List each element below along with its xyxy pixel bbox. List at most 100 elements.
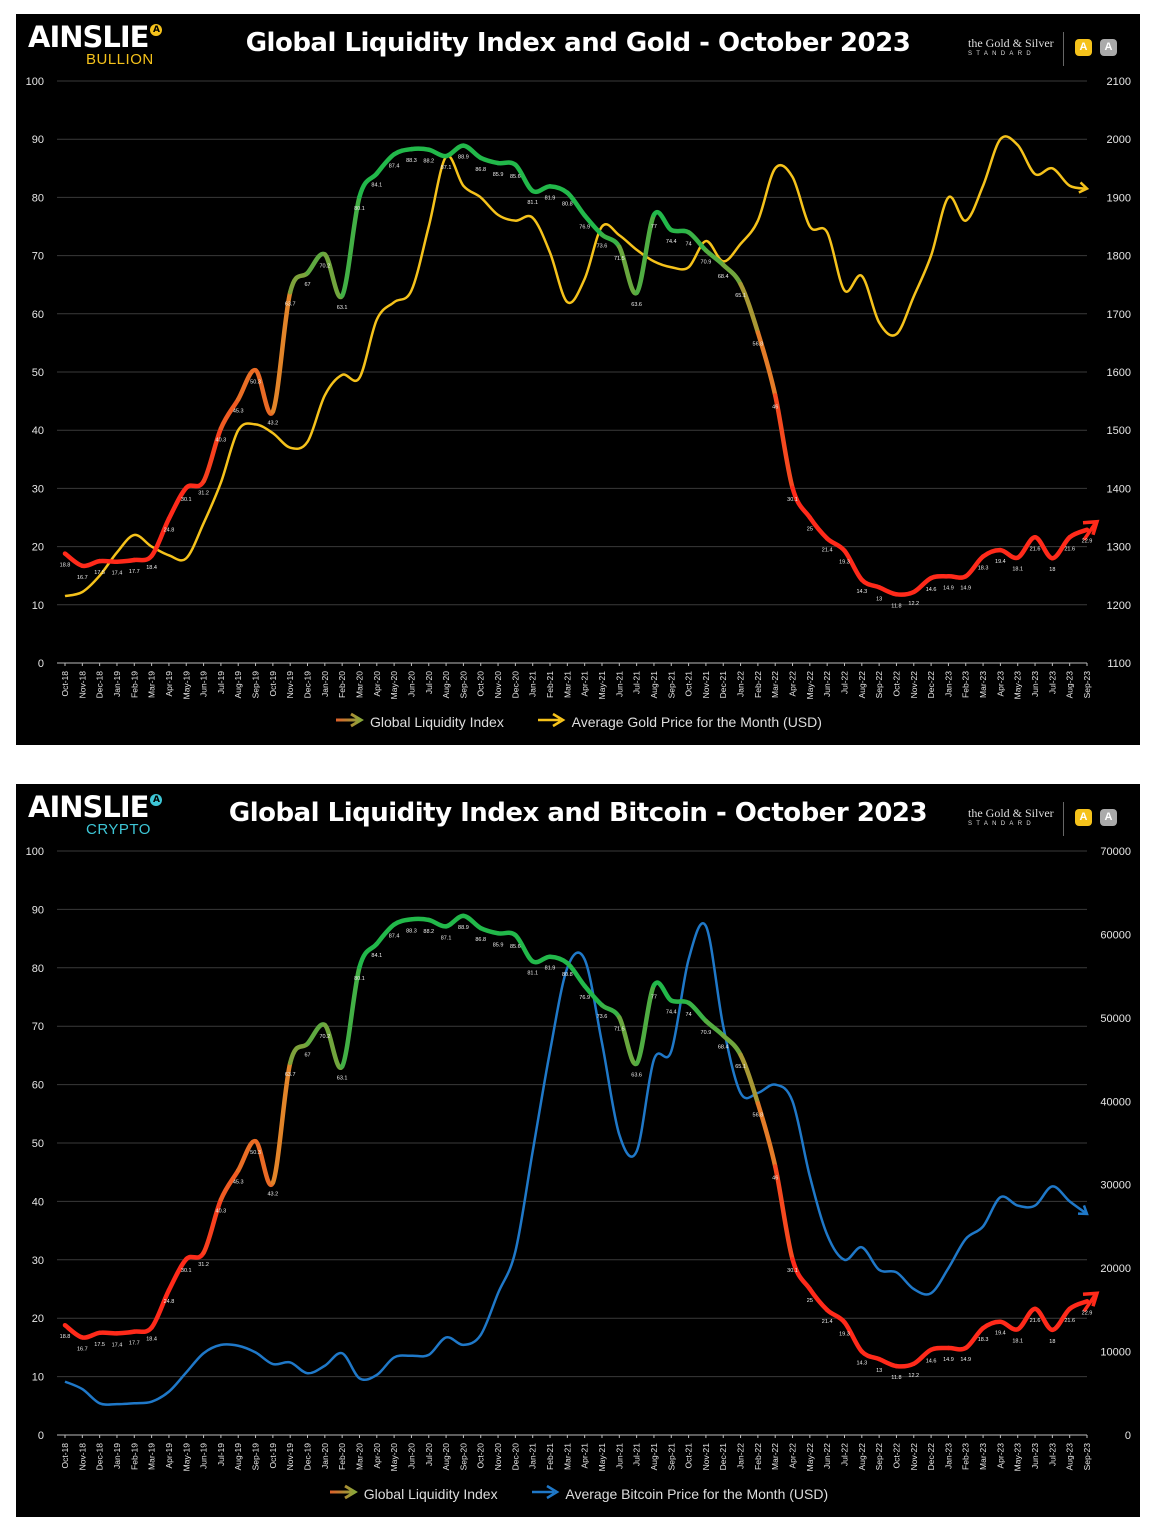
x-axis-tick-label: Feb-21 [545, 1443, 555, 1470]
blue-arrow-icon [530, 1484, 562, 1503]
gli-data-label: 17.4 [112, 571, 123, 577]
x-axis-tick-label: Sep-22 [874, 1443, 884, 1471]
gli-data-label: 45.3 [233, 1179, 244, 1185]
right-axis-tick-label: 2100 [1107, 76, 1131, 88]
gli-line-segment [184, 479, 206, 491]
gli-line-segment [859, 577, 882, 590]
partner-line2: STANDARD [968, 51, 1035, 57]
x-axis-tick-label: Aug-19 [233, 1443, 243, 1471]
gli-data-label: 74 [686, 1012, 692, 1018]
x-axis-tick-label: May-21 [597, 671, 607, 700]
left-axis-tick-label: 50 [32, 1138, 44, 1150]
gli-data-label: 56.8 [753, 1112, 764, 1118]
gli-line-segment [495, 930, 518, 938]
right-axis-tick-label: 70000 [1100, 846, 1131, 858]
gli-data-label: 81.9 [545, 195, 556, 201]
yellow-arrow-icon [536, 712, 568, 731]
x-axis-tick-label: Aug-22 [857, 671, 867, 699]
gli-data-label: 17.5 [94, 1342, 105, 1348]
ainslie-gold-badge-icon: A [1075, 809, 1092, 826]
x-axis-tick-label: Mar-23 [978, 1443, 988, 1470]
x-axis-tick-label: Apr-19 [164, 1443, 174, 1469]
gli-line-segment [253, 1138, 276, 1188]
gli-arrowhead [1082, 519, 1100, 541]
right-axis-tick-label: 0 [1125, 1430, 1131, 1442]
x-axis-tick-label: Sep-19 [251, 671, 261, 699]
x-axis-tick-label: Jul-23 [1047, 1443, 1057, 1466]
gli-line-segment [928, 1345, 951, 1352]
gli-line-segment [669, 227, 691, 235]
gli-data-label: 18 [1049, 1339, 1055, 1345]
gli-data-label: 71.5 [614, 1026, 625, 1032]
gli-data-label: 50.3 [250, 379, 261, 385]
gli-data-label: 67 [304, 282, 310, 288]
gli-data-label: 56.8 [753, 341, 764, 347]
bitcoin-chart-panel: AINSLIE A CRYPTO Global Liquidity Index a… [16, 784, 1140, 1517]
gli-line-segment [894, 1361, 917, 1369]
gli-data-label: 11.8 [891, 603, 901, 609]
gli-line-segment [669, 998, 691, 1006]
x-axis-tick-label: Apr-19 [164, 671, 174, 697]
right-axis-tick-label: 1700 [1107, 309, 1131, 321]
x-axis-tick-label: Jun-19 [199, 671, 209, 697]
gli-line-segment [599, 232, 622, 250]
x-axis-tick-label: Oct-21 [684, 1443, 694, 1469]
gli-data-label: 88.3 [406, 158, 417, 164]
gradient-arrow-icon [328, 1484, 360, 1503]
x-axis-tick-label: Nov-19 [285, 1443, 295, 1471]
gli-data-label: 18.4 [146, 565, 157, 571]
right-axis-tick-label: 1600 [1107, 367, 1131, 379]
gli-line-segment [617, 1015, 639, 1066]
x-axis-tick-label: Sep-21 [666, 671, 676, 699]
x-axis-tick-label: May-22 [805, 671, 815, 700]
x-axis-tick-label: Nov-21 [701, 671, 711, 699]
x-axis-tick-label: Jun-20 [406, 1443, 416, 1469]
gli-data-label: 81.1 [527, 970, 538, 976]
x-axis-tick-label: Jan-19 [112, 1443, 122, 1469]
logo-brand: AINSLIE [28, 20, 149, 54]
gli-data-label: 85.9 [493, 942, 504, 948]
x-axis-tick-label: Sep-21 [666, 1443, 676, 1471]
x-axis-tick-label: Jan-20 [320, 671, 330, 697]
gli-data-label: 73.6 [597, 244, 608, 250]
left-axis-tick-label: 30 [32, 483, 44, 495]
logo-sub: BULLION [86, 51, 154, 68]
x-axis-tick-label: Oct-19 [268, 671, 278, 697]
gli-data-label: 19.3 [839, 560, 850, 566]
legend: Global Liquidity Index Average Gold Pric… [16, 712, 1140, 731]
x-axis-tick-label: Nov-20 [493, 1443, 503, 1471]
gli-data-label: 70.9 [701, 1030, 712, 1036]
right-axis-tick-label: 20000 [1100, 1263, 1131, 1275]
bitcoin-chart-svg: 0 10 20 30 40 50 60 70 80 90 100 0 10000 20000 30000 40… [26, 846, 1131, 1472]
x-axis-tick-label: Apr-22 [788, 1443, 798, 1469]
legend-label: Global Liquidity Index [363, 1485, 498, 1502]
x-axis-tick-label: Dec-18 [95, 671, 105, 699]
x-axis-tick-label: May-23 [1013, 1443, 1023, 1472]
x-axis-tick-label: Nov-18 [77, 1443, 87, 1471]
gli-data-label: 70.2 [319, 263, 330, 269]
gli-line-segment [391, 917, 414, 927]
x-axis-tick-label: Feb-19 [129, 1443, 139, 1470]
gli-line-segment [738, 281, 761, 335]
left-axis-tick-label: 80 [32, 192, 44, 204]
x-axis-tick-label: Aug-23 [1065, 671, 1075, 699]
x-axis-tick-label: Jul-20 [424, 1443, 434, 1466]
gli-line-segment [166, 485, 189, 521]
x-axis-tick-label: Feb-23 [961, 671, 971, 698]
gli-line-segment [876, 585, 899, 597]
series-line-bitcoin [64, 922, 1088, 1406]
x-axis-tick-label: May-22 [805, 1443, 815, 1472]
gli-data-label: 80.8 [562, 202, 573, 208]
x-axis-tick-label: Mar-21 [562, 1443, 572, 1470]
x-axis-tick-label: Nov-18 [77, 671, 87, 699]
gli-line-segment [114, 1329, 137, 1336]
gli-data-label: 87.1 [441, 165, 452, 171]
gli-data-label: 86.8 [475, 167, 486, 173]
gli-line-segment [634, 212, 657, 296]
x-axis-tick-label: Jan-23 [943, 671, 953, 697]
x-axis-tick-label: Mar-20 [354, 1443, 364, 1470]
gli-data-label: 14.9 [943, 1357, 954, 1363]
left-axis-tick-label: 30 [32, 1255, 44, 1267]
gli-line-segment [946, 574, 968, 580]
x-axis-tick-label: Dec-22 [926, 671, 936, 699]
